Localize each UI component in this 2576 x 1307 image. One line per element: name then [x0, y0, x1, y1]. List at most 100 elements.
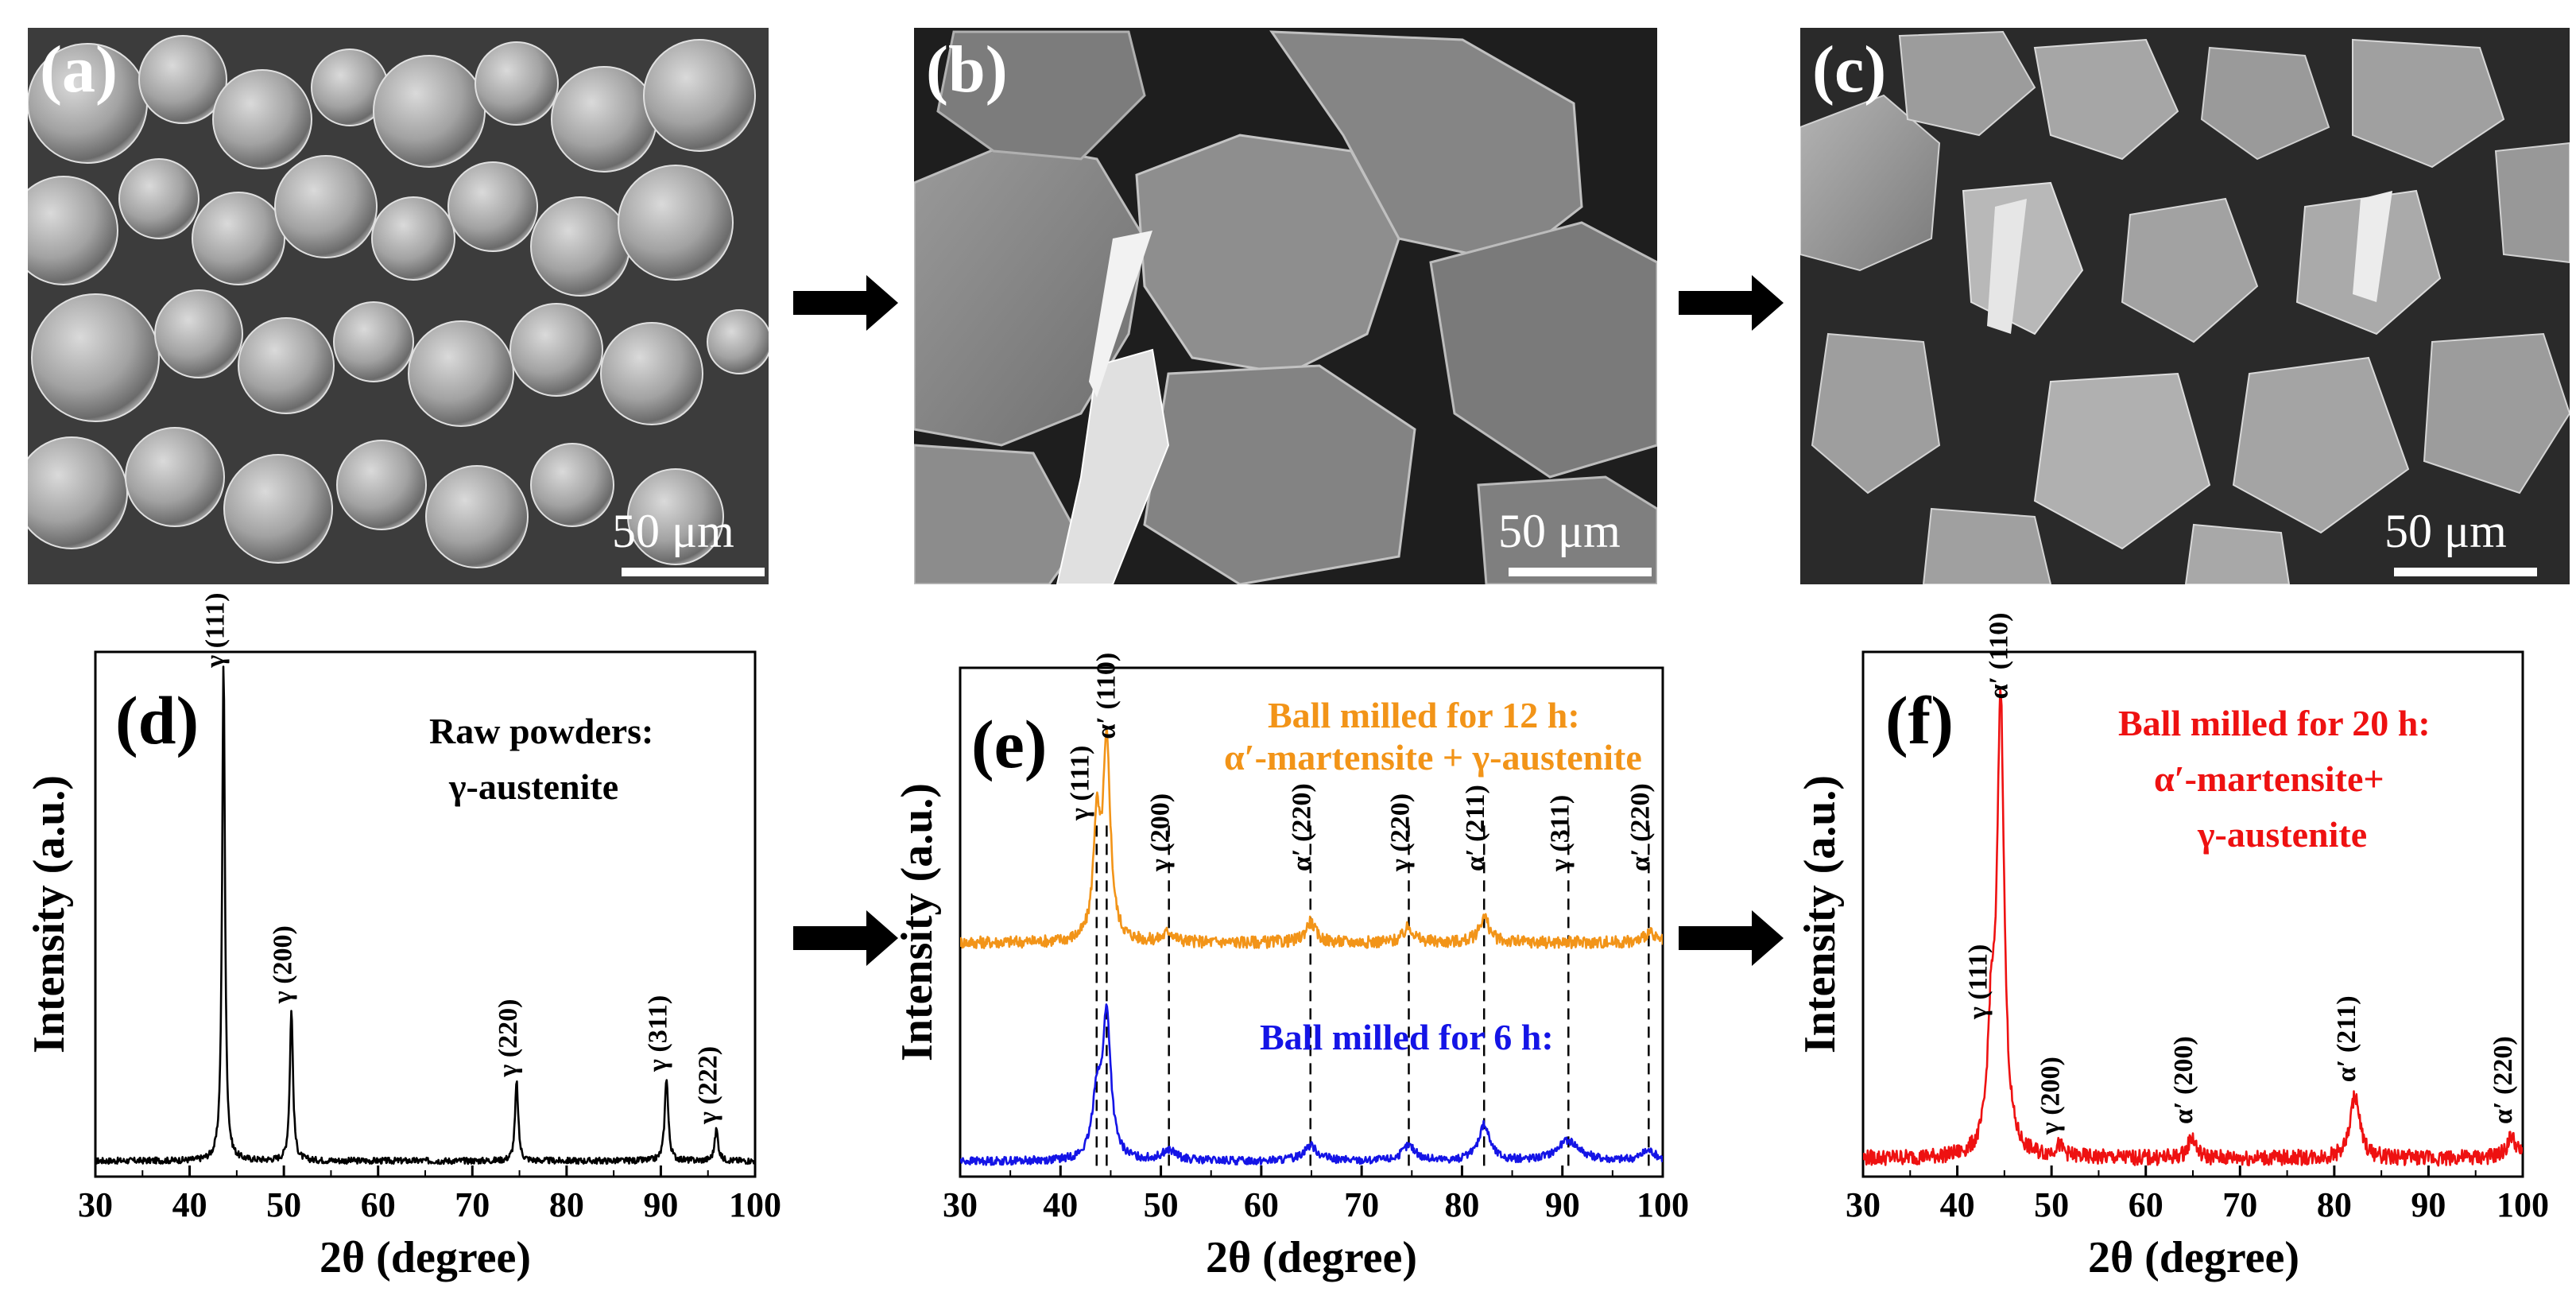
arrow-d-to-e	[793, 910, 898, 966]
peak-label: γ (220)	[494, 999, 523, 1078]
x-tick-label: 80	[549, 1185, 584, 1224]
powder-sphere	[627, 468, 724, 565]
peak-label: α′ (211)	[1461, 785, 1490, 871]
peak-labels-f: γ (111) α′ (110) γ (200) α′ (200) α′ (211) α′…	[1963, 613, 2518, 1136]
x-tick-label: 100	[1637, 1185, 1689, 1224]
powder-sphere	[28, 176, 118, 285]
powder-sphere	[447, 161, 538, 252]
peak-label: γ (311)	[1545, 795, 1575, 872]
powder-sphere	[707, 309, 769, 374]
peak-labels-e: γ (111) α′ (110) γ (200) α′ (220) γ (220) α′ …	[1066, 653, 1656, 872]
x-axis-e: 30 40 50 60 70 80 90 100	[943, 1165, 1689, 1224]
x-axis-title-f: 2θ (degree)	[2088, 1233, 2299, 1282]
powder-sphere	[154, 289, 243, 378]
note-e-6h-title: Ball milled for 6 h:	[1260, 1017, 1554, 1057]
note-e-12h-phases: α′-martensite + γ-austenite	[1224, 737, 1642, 778]
xrd-series-line	[960, 1003, 1663, 1166]
peak-label: γ (111)	[1066, 746, 1095, 821]
x-tick-label: 50	[266, 1185, 301, 1224]
dashed-guides-e	[1095, 825, 1650, 1167]
xrd-panel-d: 30 40 50 60 70 80 90 100 γ (111)γ (200)γ (220) γ…	[25, 593, 781, 1282]
y-axis-title-d: Intensity (a.u.)	[25, 775, 74, 1053]
fragment-particles	[1800, 30, 2570, 584]
peak-label: γ (200)	[2036, 1057, 2066, 1135]
xrd-series-line	[1863, 688, 2523, 1167]
x-tick-label: 30	[943, 1185, 978, 1224]
x-tick-label: 90	[1545, 1185, 1580, 1224]
powder-sphere	[551, 66, 657, 173]
powder-sphere	[125, 427, 225, 527]
x-tick-label: 70	[1344, 1185, 1379, 1224]
panel-label-f: (f)	[1885, 682, 1954, 758]
powder-sphere	[333, 301, 414, 382]
sem-label-c: (c)	[1812, 33, 1886, 107]
arrow-a-to-b	[793, 275, 898, 331]
series-group-d	[95, 665, 755, 1165]
xrd-panel-e: 30 40 50 60 70 80 90 100 γ (111) α′ (110) γ (200)…	[893, 653, 1689, 1282]
peak-label: α′ (110)	[1984, 613, 2013, 700]
series-group-f	[1863, 688, 2523, 1167]
powder-sphere	[643, 39, 756, 152]
sem-panel-c: (c) 50 μm	[1800, 28, 2570, 584]
x-axis-d: 30 40 50 60 70 80 90 100	[78, 1165, 781, 1224]
powder-sphere	[408, 320, 514, 427]
sphere-particles	[28, 35, 769, 568]
x-tick-label: 80	[2317, 1185, 2352, 1224]
arrow-b-to-c	[1679, 275, 1784, 331]
note-f-line1: Ball milled for 20 h:	[2118, 703, 2431, 743]
xrd-panel-f: 30 40 50 60 70 80 90 100 γ (111) α′ (110) γ (200)…	[1795, 613, 2549, 1282]
powder-sphere	[425, 465, 529, 568]
x-axis-title-e: 2θ (degree)	[1206, 1233, 1417, 1282]
xrd-series-line	[95, 665, 755, 1165]
x-tick-label: 30	[78, 1185, 113, 1224]
x-axis-f: 30 40 50 60 70 80 90 100	[1846, 1165, 2549, 1224]
panel-label-e: (e)	[971, 706, 1047, 782]
x-tick-label: 40	[1043, 1185, 1078, 1224]
peak-label: γ (220)	[1386, 793, 1416, 872]
x-tick-label: 60	[361, 1185, 396, 1224]
powder-sphere	[618, 165, 734, 281]
powder-sphere	[371, 196, 455, 281]
powder-sphere	[600, 322, 703, 425]
note-e-12h-title: Ball milled for 12 h:	[1268, 695, 1580, 735]
sem-panel-b: (b) 50 μm	[914, 28, 1657, 584]
x-tick-label: 30	[1846, 1185, 1881, 1224]
scale-bar-text-c: 50 μm	[2384, 505, 2507, 557]
x-tick-label: 90	[643, 1185, 678, 1224]
x-tick-label: 100	[2497, 1185, 2549, 1224]
x-tick-label: 90	[2411, 1185, 2446, 1224]
y-axis-title-f: Intensity (a.u.)	[1795, 775, 1845, 1053]
powder-sphere	[274, 155, 378, 258]
powder-sphere	[192, 192, 285, 285]
powder-sphere	[31, 293, 160, 422]
x-tick-label: 80	[1444, 1185, 1479, 1224]
powder-sphere	[238, 317, 335, 414]
scale-bar-b	[1509, 568, 1652, 576]
peak-label: α′ (220)	[1625, 783, 1655, 871]
powder-sphere	[530, 443, 614, 527]
peak-label: α′ (220)	[2489, 1036, 2518, 1124]
sem-label-b: (b)	[926, 33, 1008, 107]
peak-label: α′ (211)	[2332, 995, 2361, 1082]
flake-particles	[914, 30, 1657, 584]
flow-arrows	[793, 275, 1784, 966]
note-d-line1: Raw powders:	[429, 711, 653, 751]
peak-label: γ (311)	[644, 995, 673, 1072]
powder-sphere	[475, 41, 559, 126]
y-axis-title-e: Intensity (a.u.)	[893, 783, 942, 1061]
peak-label: α′ (220)	[1288, 783, 1317, 871]
scale-bar-a	[622, 568, 765, 576]
sem-label-a: (a)	[40, 33, 118, 107]
powder-sphere	[212, 69, 312, 169]
peak-label: γ (111)	[200, 593, 230, 669]
x-tick-label: 60	[1244, 1185, 1279, 1224]
x-tick-label: 100	[729, 1185, 781, 1224]
peak-label: γ (200)	[1146, 793, 1176, 872]
peak-label: α′ (110)	[1092, 653, 1121, 739]
sem-panel-a: (a) 50 μm	[28, 28, 769, 584]
powder-sphere	[373, 55, 486, 168]
note-f-line3: γ-austenite	[2197, 814, 2367, 855]
powder-sphere	[223, 454, 333, 564]
powder-sphere	[138, 35, 227, 124]
